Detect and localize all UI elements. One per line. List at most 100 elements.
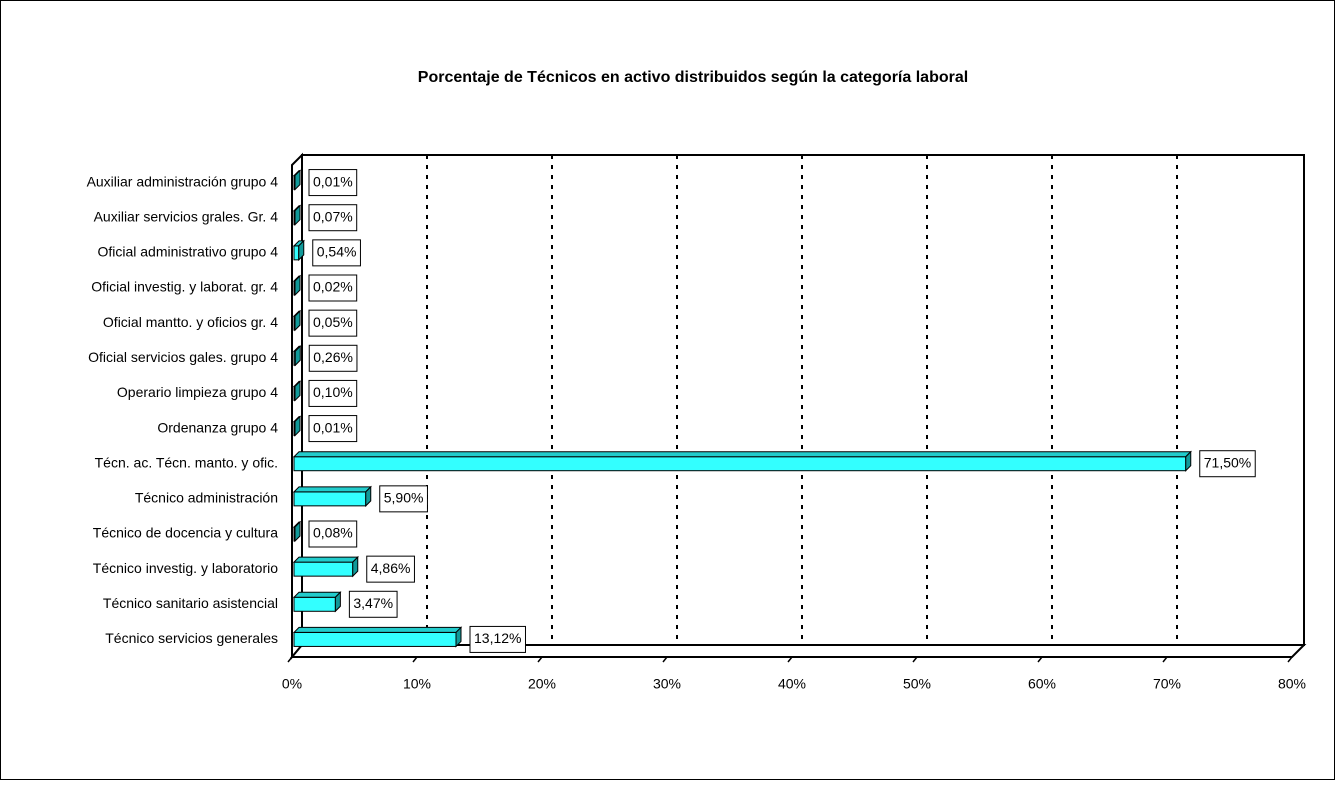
y-tick-label: Técnico administración <box>135 490 278 506</box>
value-label: 71,50% <box>1199 450 1256 478</box>
x-tick-label: 50% <box>903 676 931 692</box>
bar <box>293 631 457 647</box>
value-label-text: 0,02% <box>313 279 353 295</box>
x-tick-label: 20% <box>528 676 556 692</box>
bar-side <box>334 591 341 613</box>
tick-mark <box>662 656 668 663</box>
chart-title: Porcentaje de Técnicos en activo distrib… <box>418 69 968 86</box>
value-label-box <box>308 415 358 443</box>
side-wall <box>291 152 303 660</box>
value-label-box <box>469 625 526 653</box>
x-tick-label: 0% <box>282 676 302 692</box>
y-tick-label: Técnico sanitario asistencial <box>103 595 278 611</box>
value-label-text: 0,26% <box>313 349 353 365</box>
bar-side <box>1185 450 1192 472</box>
value-label-text: 0,01% <box>313 173 353 189</box>
tick-mark <box>1162 656 1168 663</box>
value-label-box <box>1199 450 1256 478</box>
value-label: 13,12% <box>469 625 526 653</box>
y-tick-label: Técnico de docencia y cultura <box>93 525 278 541</box>
value-label-box <box>348 590 398 618</box>
value-label-text: 0,05% <box>313 314 353 330</box>
value-label: 3,47% <box>348 590 398 618</box>
bar-side <box>294 169 301 191</box>
value-label-text: 5,90% <box>384 490 424 506</box>
value-label-box <box>308 379 358 407</box>
tick-mark <box>1287 656 1293 663</box>
value-label: 0,01% <box>308 169 358 197</box>
x-tick-label: 60% <box>1028 676 1056 692</box>
bar-top <box>292 451 1192 458</box>
bar-side <box>455 626 462 648</box>
value-label-text: 0,10% <box>313 384 353 400</box>
bar-side <box>294 309 301 332</box>
value-label-text: 0,07% <box>313 208 353 224</box>
value-label: 0,54% <box>312 239 361 267</box>
floor <box>289 644 1307 658</box>
bar-top <box>292 591 342 598</box>
tick-mark <box>1037 656 1043 663</box>
tick-mark <box>412 656 418 663</box>
value-label: 0,10% <box>308 379 358 407</box>
x-tick-label: 40% <box>778 676 806 692</box>
value-label-box <box>366 555 415 583</box>
value-label-text: 71,50% <box>1204 454 1251 470</box>
y-tick-label: Oficial mantto. y oficios gr. 4 <box>103 314 278 330</box>
x-tick-label: 30% <box>653 676 681 692</box>
bar-side <box>294 274 301 297</box>
value-label-box <box>308 274 358 302</box>
bar-top <box>292 626 463 633</box>
y-tick-label: Oficial investig. y laborat. gr. 4 <box>91 279 278 295</box>
bar-top <box>292 556 359 563</box>
y-tick-label: Ordenanza grupo 4 <box>157 419 278 435</box>
bar-side <box>294 415 301 437</box>
value-label-box <box>308 204 358 232</box>
value-label: 0,01% <box>308 415 358 443</box>
value-label-box <box>308 520 358 548</box>
y-tick-label: Oficial servicios gales. grupo 4 <box>88 349 278 365</box>
tick-mark <box>287 656 293 663</box>
value-label-text: 0,08% <box>313 525 353 541</box>
bar-side <box>298 239 305 262</box>
y-tick-label: Auxiliar servicios grales. Gr. 4 <box>94 208 279 224</box>
value-label-box <box>308 344 358 372</box>
bar <box>293 561 354 577</box>
value-label-text: 4,86% <box>371 560 411 576</box>
value-label-text: 0,01% <box>313 419 353 435</box>
bar-side <box>294 380 301 402</box>
tick-mark <box>912 656 918 663</box>
x-tick-label: 10% <box>403 676 431 692</box>
bar-side <box>294 204 301 226</box>
value-label-text: 3,47% <box>353 595 393 611</box>
bar <box>293 491 367 507</box>
value-label: 5,90% <box>379 485 428 513</box>
value-label: 0,26% <box>308 344 358 372</box>
y-tick-label: Auxiliar administración grupo 4 <box>87 173 279 189</box>
y-tick-label: Técn. ac. Técn. manto. y ofic. <box>95 454 278 470</box>
value-label-text: 0,54% <box>317 244 357 260</box>
value-label: 4,86% <box>366 555 415 583</box>
y-tick-label: Técnico investig. y laboratorio <box>93 560 278 576</box>
value-label-box <box>308 309 358 337</box>
value-label: 0,07% <box>308 204 358 232</box>
x-tick-label: 70% <box>1153 676 1181 692</box>
bar-side <box>352 555 359 578</box>
bar-side <box>365 485 372 508</box>
y-tick-label: Oficial administrativo grupo 4 <box>97 244 278 260</box>
value-label: 0,08% <box>308 520 358 548</box>
value-label-box <box>379 485 428 513</box>
value-label: 0,02% <box>308 274 358 302</box>
value-label-box <box>312 239 361 267</box>
bar-top <box>292 486 372 493</box>
x-tick-label: 80% <box>1278 676 1306 692</box>
value-label-text: 13,12% <box>474 630 521 646</box>
tick-mark <box>537 656 543 663</box>
value-label: 0,05% <box>308 309 358 337</box>
value-label-box <box>308 169 358 197</box>
tick-mark <box>787 656 793 663</box>
bar <box>293 596 336 612</box>
bar <box>293 245 300 261</box>
bar-side <box>294 345 301 367</box>
y-tick-label: Técnico servicios generales <box>105 630 278 646</box>
